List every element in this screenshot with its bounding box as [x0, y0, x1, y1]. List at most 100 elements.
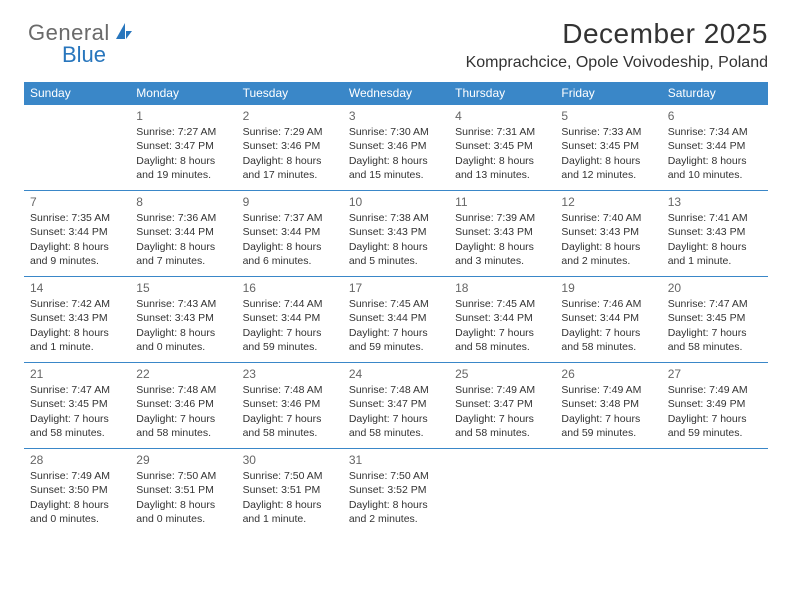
daylight-text: Daylight: 8 hours	[243, 498, 337, 512]
daylight-text: and 59 minutes.	[349, 340, 443, 354]
sunrise-text: Sunrise: 7:45 AM	[455, 297, 549, 311]
weekday-header-row: Sunday Monday Tuesday Wednesday Thursday…	[24, 82, 768, 105]
daylight-text: and 15 minutes.	[349, 168, 443, 182]
calendar-day-cell: 21Sunrise: 7:47 AMSunset: 3:45 PMDayligh…	[24, 363, 130, 449]
daylight-text: Daylight: 7 hours	[455, 412, 549, 426]
calendar-day-cell: 17Sunrise: 7:45 AMSunset: 3:44 PMDayligh…	[343, 277, 449, 363]
daylight-text: Daylight: 8 hours	[455, 154, 549, 168]
sunset-text: Sunset: 3:43 PM	[455, 225, 549, 239]
daylight-text: and 58 minutes.	[561, 340, 655, 354]
day-number: 26	[561, 366, 655, 382]
sunrise-text: Sunrise: 7:40 AM	[561, 211, 655, 225]
calendar-week-row: 28Sunrise: 7:49 AMSunset: 3:50 PMDayligh…	[24, 449, 768, 535]
sunset-text: Sunset: 3:47 PM	[455, 397, 549, 411]
day-number: 3	[349, 108, 443, 124]
day-number: 1	[136, 108, 230, 124]
day-number: 24	[349, 366, 443, 382]
calendar-day-cell: 3Sunrise: 7:30 AMSunset: 3:46 PMDaylight…	[343, 105, 449, 191]
calendar-day-cell	[662, 449, 768, 535]
sunset-text: Sunset: 3:51 PM	[136, 483, 230, 497]
sunrise-text: Sunrise: 7:37 AM	[243, 211, 337, 225]
calendar-week-row: 1Sunrise: 7:27 AMSunset: 3:47 PMDaylight…	[24, 105, 768, 191]
calendar-day-cell: 10Sunrise: 7:38 AMSunset: 3:43 PMDayligh…	[343, 191, 449, 277]
sunset-text: Sunset: 3:46 PM	[243, 139, 337, 153]
day-number: 25	[455, 366, 549, 382]
calendar-day-cell: 28Sunrise: 7:49 AMSunset: 3:50 PMDayligh…	[24, 449, 130, 535]
daylight-text: and 19 minutes.	[136, 168, 230, 182]
calendar-day-cell: 16Sunrise: 7:44 AMSunset: 3:44 PMDayligh…	[237, 277, 343, 363]
sunset-text: Sunset: 3:46 PM	[243, 397, 337, 411]
sunset-text: Sunset: 3:44 PM	[349, 311, 443, 325]
sunrise-text: Sunrise: 7:50 AM	[136, 469, 230, 483]
daylight-text: and 59 minutes.	[668, 426, 762, 440]
daylight-text: Daylight: 8 hours	[668, 154, 762, 168]
calendar-week-row: 14Sunrise: 7:42 AMSunset: 3:43 PMDayligh…	[24, 277, 768, 363]
day-number: 4	[455, 108, 549, 124]
sunset-text: Sunset: 3:44 PM	[455, 311, 549, 325]
calendar-day-cell: 22Sunrise: 7:48 AMSunset: 3:46 PMDayligh…	[130, 363, 236, 449]
sunrise-text: Sunrise: 7:47 AM	[30, 383, 124, 397]
sunrise-text: Sunrise: 7:50 AM	[243, 469, 337, 483]
sunset-text: Sunset: 3:46 PM	[349, 139, 443, 153]
daylight-text: Daylight: 8 hours	[243, 240, 337, 254]
daylight-text: and 1 minute.	[668, 254, 762, 268]
calendar-day-cell: 24Sunrise: 7:48 AMSunset: 3:47 PMDayligh…	[343, 363, 449, 449]
calendar-day-cell: 4Sunrise: 7:31 AMSunset: 3:45 PMDaylight…	[449, 105, 555, 191]
daylight-text: and 9 minutes.	[30, 254, 124, 268]
sunrise-text: Sunrise: 7:30 AM	[349, 125, 443, 139]
daylight-text: and 58 minutes.	[455, 426, 549, 440]
calendar-day-cell: 15Sunrise: 7:43 AMSunset: 3:43 PMDayligh…	[130, 277, 236, 363]
daylight-text: Daylight: 8 hours	[243, 154, 337, 168]
calendar-day-cell: 20Sunrise: 7:47 AMSunset: 3:45 PMDayligh…	[662, 277, 768, 363]
daylight-text: and 58 minutes.	[455, 340, 549, 354]
calendar-day-cell	[555, 449, 661, 535]
calendar-day-cell: 2Sunrise: 7:29 AMSunset: 3:46 PMDaylight…	[237, 105, 343, 191]
day-number: 9	[243, 194, 337, 210]
daylight-text: and 59 minutes.	[243, 340, 337, 354]
sunset-text: Sunset: 3:44 PM	[243, 225, 337, 239]
page-title: December 2025	[24, 18, 768, 50]
daylight-text: Daylight: 7 hours	[136, 412, 230, 426]
calendar-table: Sunday Monday Tuesday Wednesday Thursday…	[24, 82, 768, 535]
calendar-day-cell: 5Sunrise: 7:33 AMSunset: 3:45 PMDaylight…	[555, 105, 661, 191]
sunset-text: Sunset: 3:52 PM	[349, 483, 443, 497]
brand-part2: Blue	[62, 42, 106, 68]
daylight-text: Daylight: 8 hours	[30, 240, 124, 254]
calendar-day-cell: 1Sunrise: 7:27 AMSunset: 3:47 PMDaylight…	[130, 105, 236, 191]
day-number: 12	[561, 194, 655, 210]
daylight-text: Daylight: 7 hours	[243, 326, 337, 340]
calendar-day-cell: 26Sunrise: 7:49 AMSunset: 3:48 PMDayligh…	[555, 363, 661, 449]
daylight-text: Daylight: 8 hours	[455, 240, 549, 254]
daylight-text: and 0 minutes.	[136, 512, 230, 526]
sunrise-text: Sunrise: 7:49 AM	[455, 383, 549, 397]
day-number: 11	[455, 194, 549, 210]
daylight-text: Daylight: 7 hours	[349, 412, 443, 426]
calendar-day-cell: 12Sunrise: 7:40 AMSunset: 3:43 PMDayligh…	[555, 191, 661, 277]
daylight-text: Daylight: 8 hours	[30, 498, 124, 512]
weekday-header: Wednesday	[343, 82, 449, 105]
sunrise-text: Sunrise: 7:48 AM	[136, 383, 230, 397]
day-number: 6	[668, 108, 762, 124]
sunset-text: Sunset: 3:44 PM	[561, 311, 655, 325]
daylight-text: and 58 minutes.	[668, 340, 762, 354]
day-number: 30	[243, 452, 337, 468]
sunset-text: Sunset: 3:47 PM	[136, 139, 230, 153]
weekday-header: Tuesday	[237, 82, 343, 105]
sunrise-text: Sunrise: 7:34 AM	[668, 125, 762, 139]
calendar-day-cell: 14Sunrise: 7:42 AMSunset: 3:43 PMDayligh…	[24, 277, 130, 363]
calendar-day-cell	[24, 105, 130, 191]
calendar-day-cell: 13Sunrise: 7:41 AMSunset: 3:43 PMDayligh…	[662, 191, 768, 277]
sunrise-text: Sunrise: 7:39 AM	[455, 211, 549, 225]
sunset-text: Sunset: 3:43 PM	[136, 311, 230, 325]
day-number: 16	[243, 280, 337, 296]
sunset-text: Sunset: 3:44 PM	[30, 225, 124, 239]
calendar-day-cell: 6Sunrise: 7:34 AMSunset: 3:44 PMDaylight…	[662, 105, 768, 191]
weekday-header: Sunday	[24, 82, 130, 105]
daylight-text: Daylight: 7 hours	[668, 412, 762, 426]
day-number: 5	[561, 108, 655, 124]
daylight-text: and 17 minutes.	[243, 168, 337, 182]
daylight-text: Daylight: 8 hours	[136, 240, 230, 254]
daylight-text: and 58 minutes.	[349, 426, 443, 440]
day-number: 10	[349, 194, 443, 210]
daylight-text: Daylight: 7 hours	[349, 326, 443, 340]
